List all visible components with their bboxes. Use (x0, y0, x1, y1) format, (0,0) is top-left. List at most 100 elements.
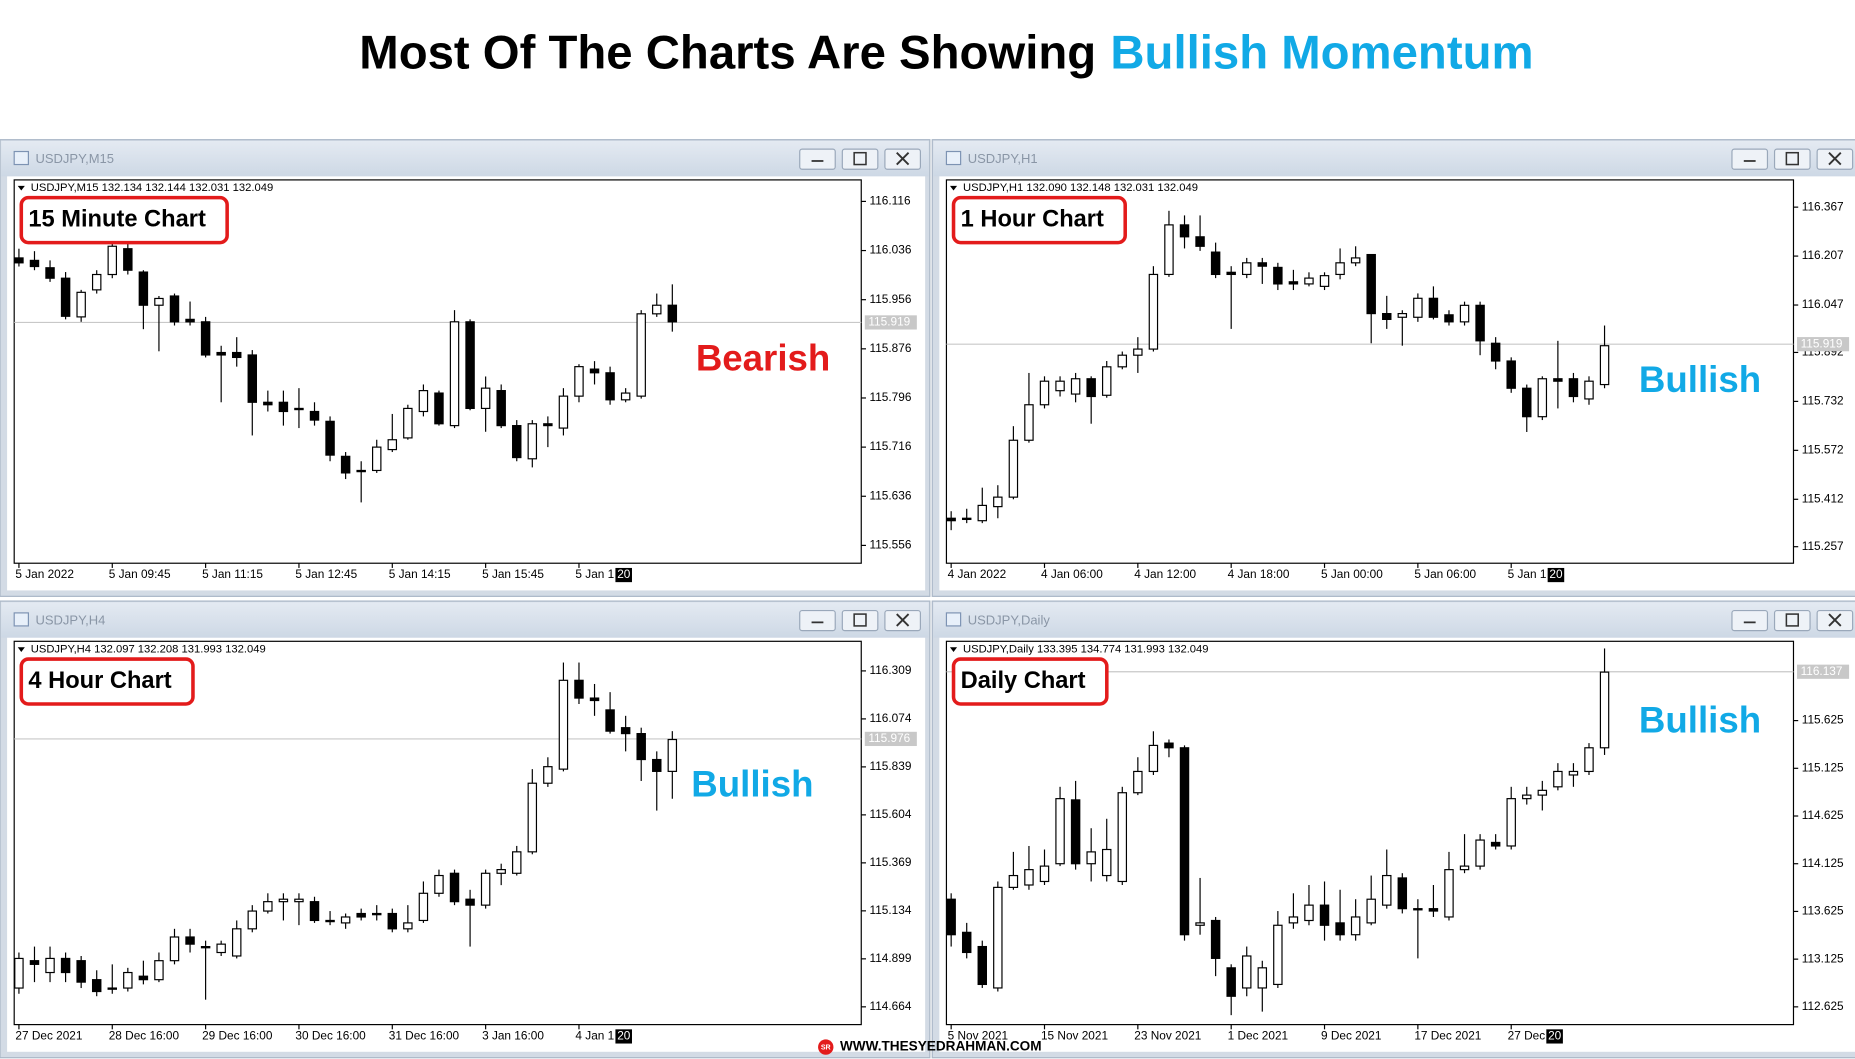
candle-body (1008, 874, 1019, 888)
window-title: USDJPY,H4 (35, 613, 105, 628)
candle-body (138, 271, 149, 306)
candle-body (574, 679, 584, 699)
candle-body (1195, 236, 1205, 247)
candle-body (1273, 924, 1283, 986)
candle-body (1055, 798, 1065, 865)
cursor-label: 20 (1548, 1029, 1562, 1043)
y-tick-label: 112.625 (1802, 999, 1844, 1013)
candle-body (154, 960, 164, 981)
candle-body (961, 517, 972, 521)
candle-body (1257, 967, 1268, 989)
candle-body (1553, 770, 1563, 788)
candle-body (465, 898, 475, 906)
candle-body (29, 259, 40, 268)
candle-body (1008, 439, 1019, 498)
candle-body (620, 727, 631, 735)
y-tick-label: 116.207 (1802, 248, 1844, 262)
candle-body (620, 392, 631, 401)
candle-body (1584, 380, 1594, 400)
chart-info: USDJPY,H1 132.090 132.148 132.031 132.04… (963, 182, 1198, 194)
candle-body (1428, 908, 1439, 912)
candle-body (1522, 387, 1532, 418)
x-tick-label: 29 Dec 16:00 (202, 1029, 273, 1043)
candle-body (1584, 747, 1594, 773)
window-button (841, 609, 879, 632)
candle-body (1599, 671, 1610, 749)
candle-body (325, 919, 335, 923)
y-tick-label: 115.956 (870, 292, 912, 306)
x-tick-label: 4 Jan 18:00 (1228, 567, 1290, 581)
candle-body (1242, 955, 1252, 989)
y-tick-label: 115.796 (870, 390, 912, 404)
candle-body (1024, 404, 1034, 441)
candle-body (636, 313, 646, 397)
x-tick-label: 31 Dec 16:00 (389, 1029, 460, 1043)
footer: WWW.THESYEDRAHMAN.COM (840, 1039, 1042, 1054)
candle-body (107, 245, 118, 276)
candle-body (14, 957, 24, 989)
annotation: Bearish (696, 338, 830, 379)
candle-body (1133, 348, 1143, 356)
x-tick-label: 27 Dec (1508, 1029, 1546, 1043)
title-bar (933, 140, 1855, 177)
candle-body (543, 423, 553, 427)
window-icon (13, 612, 29, 627)
candle-body (14, 257, 24, 264)
chart-info: USDJPY,M15 132.134 132.144 132.031 132.0… (31, 182, 273, 194)
candle-body (1568, 378, 1579, 398)
candle-body (1242, 262, 1252, 276)
candle-body (1397, 313, 1408, 318)
title-bar (1, 140, 929, 177)
candle-body (993, 496, 1003, 508)
candle-body (434, 874, 444, 894)
candle-body (1428, 297, 1439, 318)
button-glyph (1785, 613, 1799, 627)
price-label-bg (864, 315, 917, 330)
y-tick-label: 115.257 (1802, 539, 1844, 553)
chart-info: USDJPY,Daily 133.395 134.774 131.993 132… (963, 644, 1209, 656)
y-tick-label: 116.074 (870, 711, 912, 725)
candle-body (589, 368, 600, 374)
candle-body (1537, 378, 1548, 418)
candle-body (1350, 916, 1361, 936)
y-tick-label: 114.899 (870, 951, 912, 965)
button-glyph (1828, 152, 1842, 166)
button-glyph (896, 152, 910, 166)
candle-body (1210, 251, 1221, 276)
candle-body (1070, 378, 1081, 395)
x-tick-label: 30 Dec 16:00 (295, 1029, 366, 1043)
window-button (1773, 609, 1811, 632)
candle-body (263, 401, 273, 406)
y-tick-label: 115.572 (1802, 442, 1844, 456)
candle-body (1024, 869, 1034, 886)
candle-body (418, 390, 429, 413)
x-tick-label: 1 Dec 2021 (1228, 1029, 1289, 1043)
candle-body (356, 469, 366, 473)
y-tick-label: 115.839 (870, 759, 912, 773)
candle-body (1599, 345, 1610, 386)
candle-body (45, 267, 55, 279)
candle-body (231, 351, 242, 359)
x-tick-label: 4 Jan 06:00 (1041, 567, 1103, 581)
candle-body (1490, 841, 1501, 847)
y-tick-label: 113.125 (1802, 951, 1844, 965)
y-tick-label: 114.664 (870, 999, 912, 1013)
window-icon (945, 612, 962, 627)
candle-body (60, 277, 71, 317)
candle-body (1475, 304, 1485, 342)
candle-body (496, 869, 506, 874)
button-glyph (1785, 151, 1799, 166)
candle-body (60, 957, 71, 974)
candle-body (278, 401, 289, 413)
x-tick-label: 28 Dec 16:00 (109, 1029, 180, 1043)
candle-body (1164, 224, 1174, 276)
candle-body (434, 392, 444, 425)
chart-label-box (951, 195, 1127, 245)
candle-body (1444, 869, 1454, 918)
candle-body (1397, 877, 1408, 910)
button-glyph (896, 613, 910, 627)
candle-body (1195, 922, 1205, 926)
candle-body (480, 872, 491, 906)
candle-body (961, 931, 972, 954)
